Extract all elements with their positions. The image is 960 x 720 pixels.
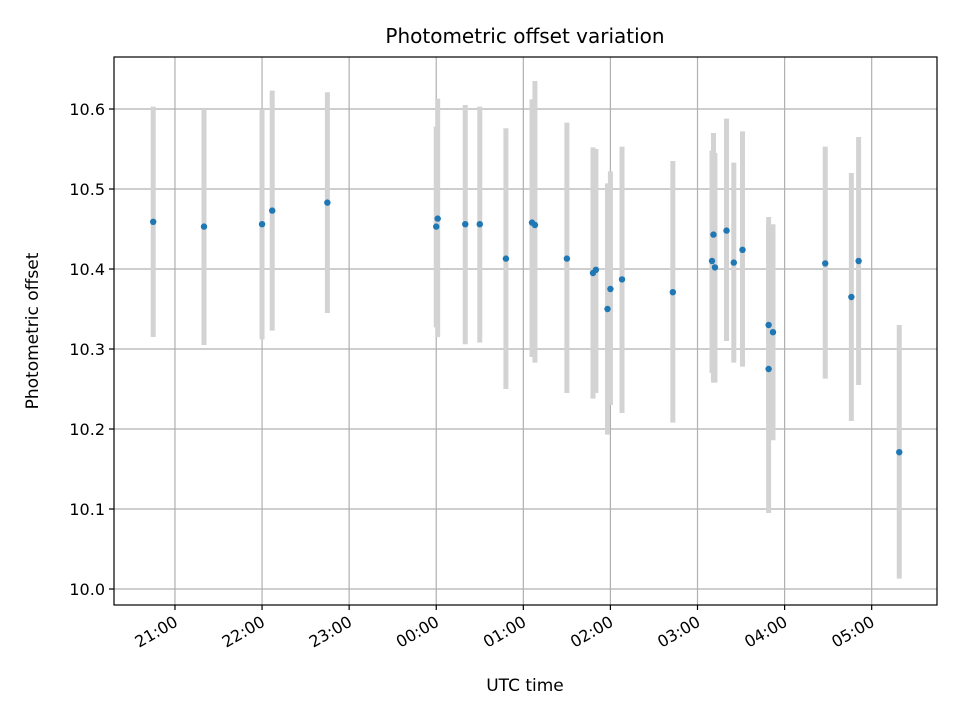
data-point: [258, 221, 266, 228]
y-tick-label: 10.5: [69, 180, 105, 199]
data-point: [563, 255, 571, 262]
data-point: [896, 449, 903, 456]
data-point: [723, 227, 730, 234]
data-point: [607, 285, 614, 293]
y-tick-label: 10.0: [69, 580, 105, 599]
data-point: [769, 329, 777, 336]
data-point: [149, 218, 157, 225]
data-point: [200, 223, 208, 230]
plot-frame: [113, 56, 938, 606]
y-axis-label: Photometric offset: [23, 252, 43, 409]
grid-lines: [114, 57, 937, 605]
data-point: [739, 246, 746, 253]
data-point: [324, 199, 331, 206]
data-point: [710, 231, 717, 238]
data-point: [476, 221, 483, 228]
y-tick-label: 10.3: [69, 340, 105, 359]
data-point: [434, 215, 441, 222]
data-point: [708, 257, 716, 265]
data-point: [592, 266, 600, 273]
data-point: [765, 321, 772, 329]
x-axis-label: UTC time: [486, 676, 564, 696]
chart-title: Photometric offset variation: [385, 24, 664, 48]
y-tick-label: 10.1: [69, 500, 105, 519]
data-points: [149, 199, 903, 456]
y-axis-ticks: 10.0 10.1 10.2 10.3 10.4 10.5 10.6: [69, 100, 114, 599]
data-point: [765, 365, 772, 373]
data-point: [604, 305, 611, 313]
data-point: [822, 260, 829, 267]
data-point: [269, 207, 276, 214]
y-tick-label: 10.2: [69, 420, 105, 439]
data-point: [618, 276, 626, 283]
data-point: [855, 257, 862, 265]
data-point: [711, 264, 719, 271]
data-point: [669, 289, 677, 296]
data-point: [433, 223, 440, 230]
data-point: [730, 259, 737, 266]
y-tick-label: 10.6: [69, 100, 105, 119]
data-point: [531, 221, 539, 229]
y-tick-label: 10.4: [69, 260, 105, 279]
data-point: [462, 221, 469, 228]
data-point: [848, 293, 855, 301]
data-point: [502, 255, 510, 262]
